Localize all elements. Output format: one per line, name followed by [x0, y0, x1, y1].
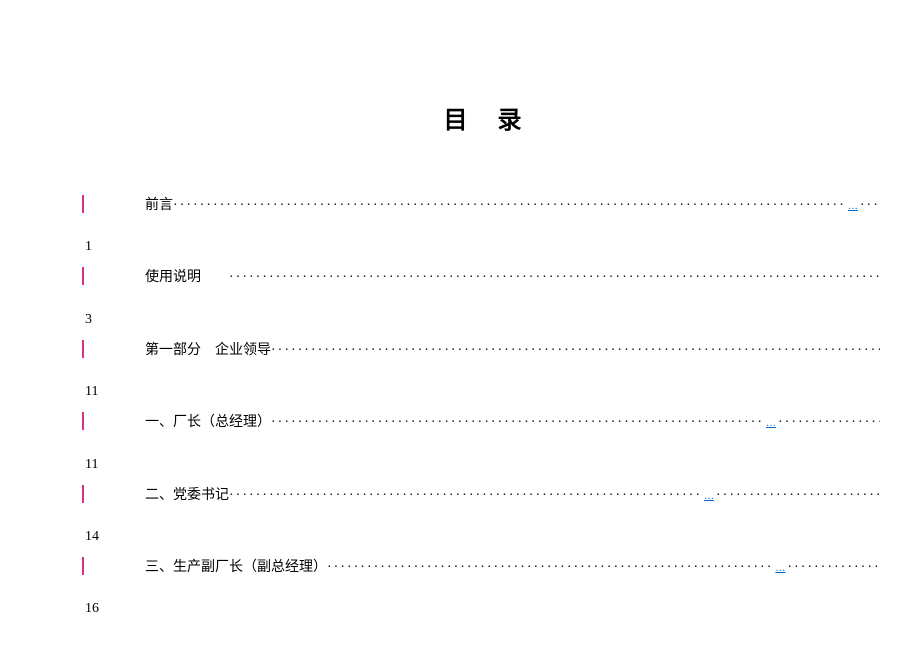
toc-entry-text: 前言 [85, 195, 173, 217]
leader-dots: ········································… [716, 485, 880, 507]
leader-dots: ········································… [327, 557, 773, 579]
change-marker [82, 485, 84, 503]
toc-entry-text: 二、党委书记 [85, 485, 229, 507]
leader-dots: ········································… [173, 195, 846, 217]
toc-line: 三、生产副厂长（副总经理）···························… [85, 557, 880, 579]
toc-entry-text: 一、厂长（总经理） [85, 412, 271, 434]
toc-entry: 二、党委书记··································… [85, 485, 880, 545]
toc-list: 前言······································… [85, 195, 880, 617]
toc-entry: 三、生产副厂长（副总经理）···························… [85, 557, 880, 617]
leader-dots: ····························· [860, 195, 880, 217]
leader-dots: ········································… [229, 485, 702, 507]
leader-dots: ········································… [271, 412, 764, 434]
toc-line: 前言······································… [85, 195, 880, 217]
change-marker [82, 267, 84, 285]
change-marker [82, 195, 84, 213]
toc-title: 目录 [85, 100, 880, 135]
change-marker [82, 412, 84, 430]
leader-dots: ········································… [787, 557, 880, 579]
toc-line: 使用说明 ···································… [85, 267, 880, 289]
change-marker [82, 340, 84, 358]
leader-dots: ········································… [778, 412, 880, 434]
leader-dots: ········································… [271, 340, 880, 362]
toc-page-number: 14 [85, 529, 880, 545]
hyperlink-marker[interactable]: … [846, 199, 860, 215]
toc-entry: 一、厂长（总经理）·······························… [85, 412, 880, 472]
toc-entry-text: 三、生产副厂长（副总经理） [85, 557, 327, 579]
toc-line: 第一部分 企业领导·······························… [85, 340, 880, 362]
toc-entry: 前言······································… [85, 195, 880, 255]
toc-entry-text: 第一部分 企业领导 [85, 340, 271, 362]
toc-page-number: 11 [85, 457, 880, 473]
hyperlink-marker[interactable]: … [764, 416, 778, 432]
toc-entry: 第一部分 企业领导·······························… [85, 340, 880, 400]
toc-page-number: 1 [85, 239, 880, 255]
toc-entry: 使用说明 ···································… [85, 267, 880, 327]
toc-page-number: 3 [85, 312, 880, 328]
toc-page-number: 11 [85, 384, 880, 400]
toc-line: 一、厂长（总经理）·······························… [85, 412, 880, 434]
toc-page-number: 16 [85, 601, 880, 617]
hyperlink-marker[interactable]: … [773, 561, 787, 577]
toc-line: 二、党委书记··································… [85, 485, 880, 507]
document-page: 目录 前言···································… [0, 0, 920, 669]
change-marker [82, 557, 84, 575]
leader-dots: ········································… [229, 267, 880, 289]
toc-entry-text: 使用说明 [85, 267, 229, 289]
hyperlink-marker[interactable]: … [702, 489, 716, 505]
